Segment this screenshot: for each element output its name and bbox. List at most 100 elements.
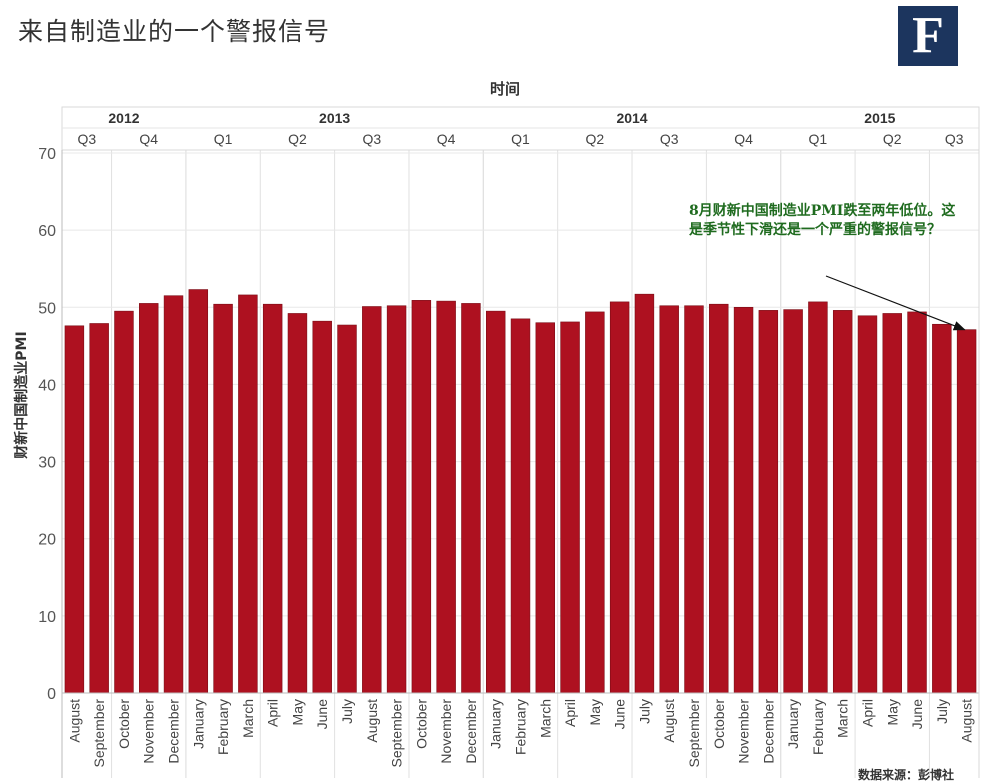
x-tick-label: September: [686, 699, 702, 768]
x-tick-label: June: [612, 699, 628, 730]
bar: [758, 310, 779, 694]
quarter-label: Q1: [809, 131, 828, 147]
year-label: 2015: [864, 110, 895, 126]
bar: [733, 306, 754, 694]
bar: [684, 305, 704, 694]
bar: [634, 293, 655, 694]
x-tick-label: September: [91, 699, 107, 768]
y-tick-label: 40: [38, 377, 56, 394]
bar: [882, 313, 902, 694]
quarter-label: Q3: [660, 131, 679, 147]
ft-logo: F: [898, 6, 958, 66]
annotation-text: 8月财新中国制造业PMI跌至两年低位。这是季节性下滑还是一个严重的警报信号？: [689, 203, 956, 238]
x-tick-label: September: [389, 699, 405, 768]
x-tick-label: August: [959, 699, 975, 743]
bar: [139, 303, 159, 694]
bar: [386, 305, 407, 694]
bar: [213, 303, 233, 694]
x-tick-label: December: [166, 699, 182, 764]
bar: [163, 295, 184, 694]
x-tick-label: October: [413, 699, 429, 749]
x-tick-label: April: [859, 699, 875, 727]
quarter-label: Q1: [511, 131, 530, 147]
source-note: 数据来源：彭博社: [858, 768, 955, 782]
bar: [585, 311, 605, 694]
x-tick-label: October: [711, 699, 727, 749]
quarter-label: Q2: [288, 131, 307, 147]
bar: [808, 301, 828, 694]
bar: [287, 313, 308, 694]
y-tick-label: 70: [38, 146, 56, 163]
y-tick-label: 50: [38, 300, 56, 317]
x-tick-label: November: [438, 699, 454, 764]
x-tick-label: July: [934, 699, 950, 724]
x-tick-label: January: [488, 699, 504, 749]
quarter-label: Q3: [945, 131, 964, 147]
quarter-label: Q4: [734, 131, 753, 147]
bars: [64, 289, 977, 694]
x-tick-label: August: [364, 699, 380, 743]
bar: [461, 303, 481, 694]
x-tick-label: March: [835, 699, 851, 738]
bar: [362, 306, 382, 694]
year-label: 2014: [616, 110, 647, 126]
bar: [337, 324, 357, 694]
chart-title: 来自制造业的一个警报信号: [18, 17, 331, 46]
quarter-label: Q4: [437, 131, 456, 147]
bar: [188, 289, 209, 694]
x-tick-label: March: [240, 699, 256, 738]
bar: [659, 305, 679, 694]
bar: [907, 311, 927, 694]
x-tick-label: May: [587, 699, 603, 725]
quarter-label: Q4: [139, 131, 158, 147]
bar: [64, 325, 85, 694]
x-tick-label: July: [636, 699, 652, 724]
x-tick-label: April: [265, 699, 281, 727]
y-axis-title: 财新中国制造业PMI: [13, 331, 30, 459]
bar: [535, 322, 556, 694]
x-tick-label: February: [810, 699, 826, 755]
x-tick-label: March: [537, 699, 553, 738]
bar: [262, 303, 283, 694]
x-tick-label: January: [190, 699, 206, 749]
tick-labels: 0 10 20 30 40 50 60 70 August September October Nov…: [13, 146, 975, 767]
bar: [238, 294, 258, 694]
axis-header: 2012 2013 2014 2015 Q3 Q4 Q1 Q2 Q3 Q4 Q1 Q2 Q3 Q4 Q1 Q2…: [61, 106, 980, 151]
bar: [932, 323, 952, 694]
quarter-label: Q1: [214, 131, 233, 147]
bar: [312, 320, 332, 694]
bar: [411, 300, 432, 694]
bar: [510, 318, 531, 694]
y-tick-label: 60: [38, 223, 56, 240]
year-label: 2013: [319, 110, 350, 126]
bar: [783, 309, 803, 694]
bar: [89, 323, 109, 694]
x-tick-label: January: [785, 699, 801, 749]
annotation-arrow-layer: [825, 275, 966, 331]
axes: [61, 107, 980, 778]
x-tick-label: November: [736, 699, 752, 764]
y-tick-label: 0: [47, 686, 56, 703]
x-tick-label: February: [215, 699, 231, 755]
bar: [560, 321, 580, 694]
x-tick-label: June: [314, 699, 330, 730]
bar: [857, 315, 878, 694]
x-tick-label: May: [884, 699, 900, 725]
x-tick-label: August: [66, 699, 82, 743]
x-axis-title: 时间: [489, 80, 520, 98]
bar: [609, 301, 630, 694]
y-tick-label: 10: [38, 609, 56, 626]
quarter-label: Q3: [77, 131, 96, 147]
bar: [832, 310, 853, 694]
x-tick-label: April: [562, 699, 578, 727]
bar: [485, 310, 506, 694]
year-label: 2012: [108, 110, 139, 126]
quarter-label: Q2: [586, 131, 605, 147]
x-tick-label: November: [141, 699, 157, 764]
x-tick-label: May: [289, 699, 305, 725]
y-tick-label: 30: [38, 455, 56, 472]
x-tick-label: June: [909, 699, 925, 730]
x-tick-label: December: [463, 699, 479, 764]
quarter-label: Q2: [883, 131, 902, 147]
